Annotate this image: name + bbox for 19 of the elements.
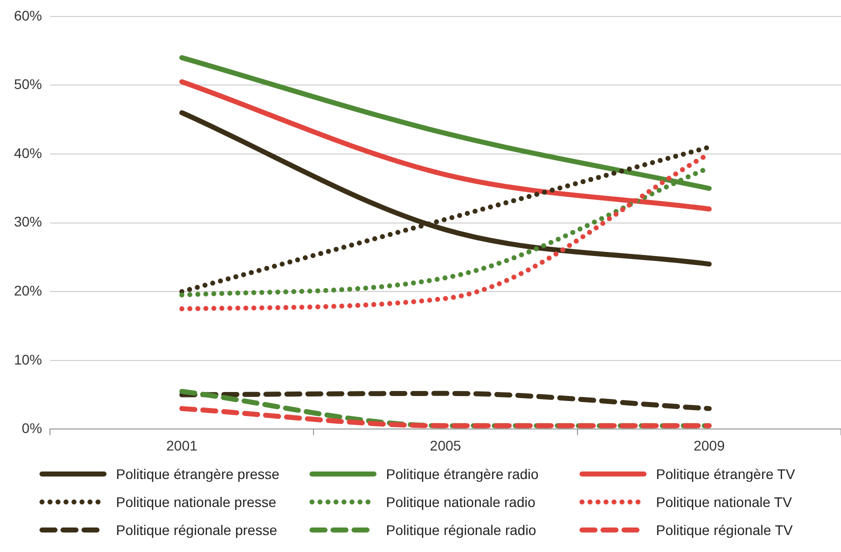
- y-tick-label: 40%: [14, 144, 42, 161]
- y-tick-label: 0%: [22, 420, 42, 436]
- y-tick-label: 10%: [14, 351, 42, 368]
- legend-label: Politique nationale radio: [386, 494, 536, 510]
- legend-label: Politique régionale radio: [386, 522, 536, 538]
- y-tick-label: 50%: [14, 76, 42, 92]
- x-tick-label: 2005: [430, 437, 462, 454]
- legend-label: Politique nationale TV: [656, 494, 792, 510]
- x-tick-label: 2009: [694, 437, 725, 454]
- y-tick-label: 30%: [14, 214, 42, 230]
- legend-label: Politique régionale TV: [656, 522, 793, 538]
- y-tick-label: 60%: [14, 7, 42, 24]
- x-tick-label: 2001: [166, 437, 198, 454]
- legend-label: Politique régionale presse: [116, 522, 278, 538]
- legend-label: Politique étrangère presse: [116, 466, 280, 482]
- y-tick-label: 20%: [14, 282, 42, 298]
- legend-label: Politique étrangère TV: [656, 466, 796, 482]
- legend-label: Politique nationale presse: [116, 494, 276, 510]
- legend-label: Politique étrangère radio: [386, 466, 539, 482]
